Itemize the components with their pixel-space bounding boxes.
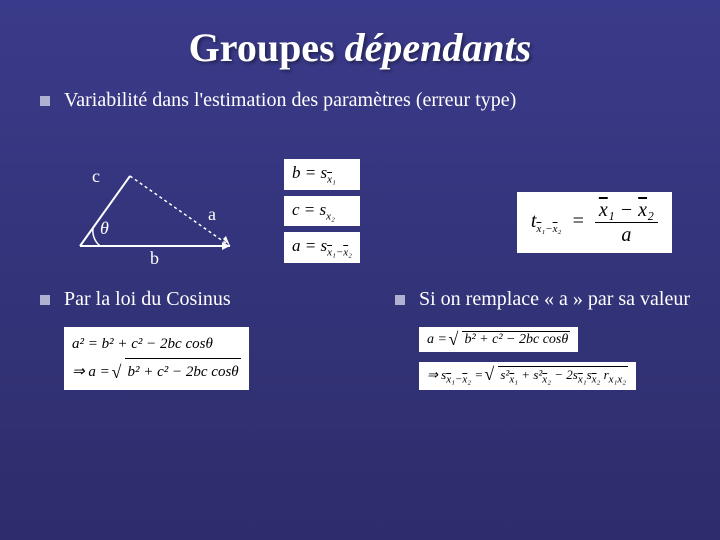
bullet-icon [40, 295, 50, 305]
repl-box1: a = b² + c² − 2bc cosθ [419, 327, 578, 352]
bullet-text-3: Si on remplace « a » par sa valeur [419, 288, 690, 311]
col-left: Par la loi du Cosinus a² = b² + c² − 2bc… [40, 288, 365, 390]
bullet-text-1: Variabilité dans l'estimation des paramè… [64, 89, 516, 112]
f-b-lhs: b = s [292, 163, 327, 182]
formula-b: b = sx₁ [284, 159, 360, 189]
t-sub: x₁−x₂ [536, 223, 561, 235]
f-a-sub: x₁−x₂ [327, 247, 352, 259]
bullet-text-2: Par la loi du Cosinus [64, 288, 231, 311]
label-b: b [150, 248, 159, 269]
f-c-lhs: c = s [292, 200, 326, 219]
formula-a: a = sx₁−x₂ [284, 232, 360, 262]
label-c: c [92, 166, 100, 187]
definitions-stack: b = sx₁ c = sx₂ a = sx₁−x₂ [284, 159, 360, 262]
replace-formulas: a = b² + c² − 2bc cosθ ⇒ sx₁−x₂ = s²x₁ +… [395, 327, 720, 390]
bullet-row-3: Si on remplace « a » par sa valeur [395, 288, 720, 311]
label-a: a [208, 204, 216, 225]
label-theta: θ [100, 218, 109, 239]
bullet-icon [40, 96, 50, 106]
cos-line2: ⇒ a = b² + c² − 2bc cosθ [72, 358, 241, 386]
cos-box: a² = b² + c² − 2bc cosθ ⇒ a = b² + c² − … [64, 327, 249, 390]
f-a-lhs: a = s [292, 236, 327, 255]
cos-line1: a² = b² + c² − 2bc cosθ [72, 331, 241, 358]
cosine-formulas: a² = b² + c² − 2bc cosθ ⇒ a = b² + c² − … [40, 327, 365, 390]
repl-box2: ⇒ sx₁−x₂ = s²x₁ + s²x₂ − 2sx₁sx₂ rx₁x₂ [419, 362, 636, 390]
bottom-row: Par la loi du Cosinus a² = b² + c² − 2bc… [0, 288, 720, 390]
t-num: x₁ − x₂ [595, 200, 658, 223]
col-right: Si on remplace « a » par sa valeur a = b… [395, 288, 720, 390]
formula-c: c = sx₂ [284, 196, 360, 226]
title-part1: Groupes [189, 25, 345, 70]
triangle-svg [60, 156, 260, 266]
slide-title: Groupes dépendants [0, 0, 720, 89]
bullet-row-2: Par la loi du Cosinus [40, 288, 365, 311]
bullet-icon [395, 295, 405, 305]
f-c-sub: x₂ [326, 210, 335, 222]
formula-t: tx₁−x₂ = x₁ − x₂ a [517, 192, 672, 253]
t-den: a [617, 223, 635, 245]
f-b-sub: x₁ [327, 174, 336, 186]
t-fraction: x₁ − x₂ a [595, 200, 658, 245]
triangle-diagram: c a b θ [60, 156, 260, 266]
title-part2: dépendants [345, 25, 532, 70]
bullet-row-1: Variabilité dans l'estimation des paramè… [0, 89, 720, 112]
